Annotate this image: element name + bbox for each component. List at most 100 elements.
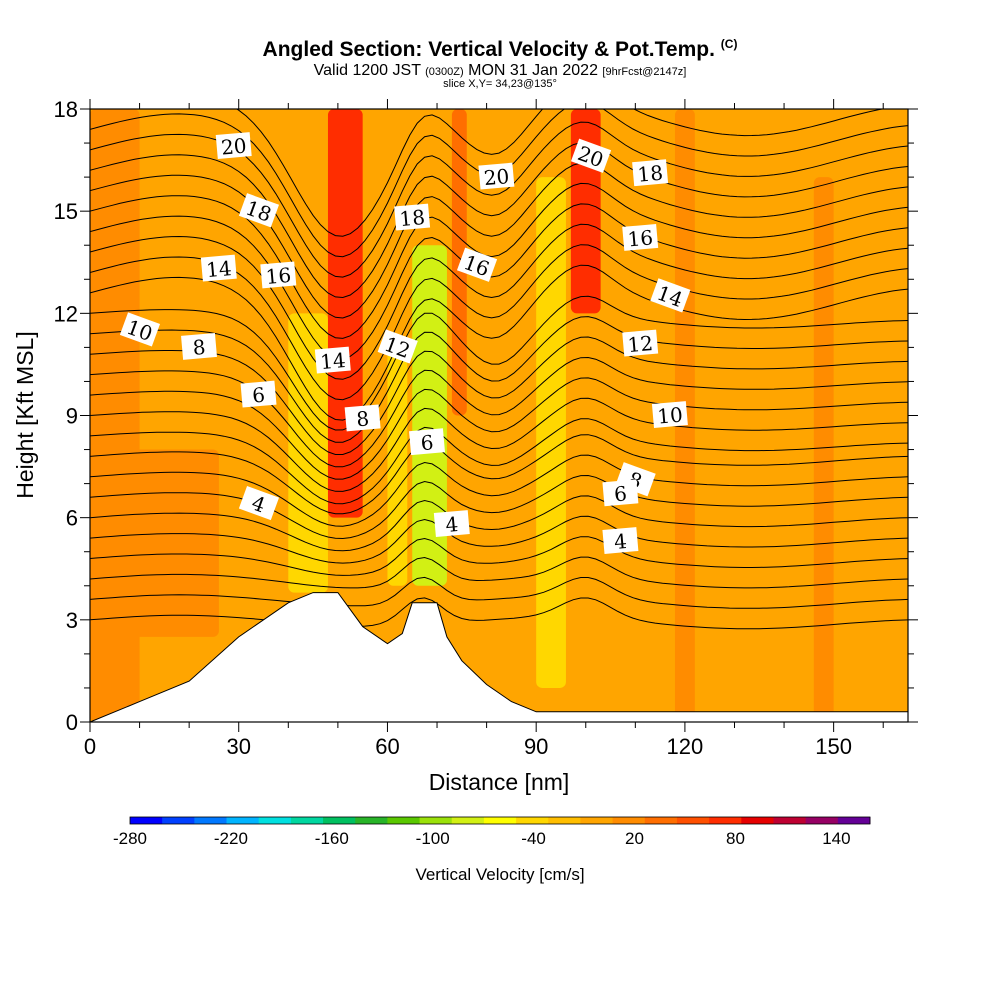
isentrope-line — [90, 316, 908, 443]
contour-label-text: 20 — [220, 133, 247, 159]
x-tick-label: 60 — [375, 734, 399, 759]
contour-label-box — [651, 401, 688, 428]
isentrope-line — [90, 454, 908, 527]
colorbar-tick-label: -220 — [214, 829, 248, 848]
isentrope-line — [90, 576, 908, 609]
terrain — [89, 592, 909, 723]
colorbar-swatch — [483, 817, 517, 824]
x-axis-ticks: 0 30 60 90 120 150 — [84, 99, 884, 759]
isentrope-line — [90, 203, 908, 360]
x-tick-label: 150 — [815, 734, 852, 759]
isentrope-line — [90, 377, 908, 480]
contour-label-box — [377, 329, 418, 364]
colorbar-tick-label: -40 — [521, 829, 546, 848]
contour-label-box — [570, 138, 612, 173]
isentrope-line — [90, 597, 908, 630]
velocity-cell — [813, 177, 834, 722]
colorbar-swatch — [548, 817, 581, 824]
contour-label-text: 8 — [192, 335, 207, 360]
contour-label: 14 — [200, 254, 237, 282]
contour-label: 16 — [622, 223, 659, 251]
colorbar-tick-label: 20 — [625, 829, 644, 848]
colorbar-swatch — [580, 817, 614, 824]
colorbar-swatch — [419, 817, 453, 824]
colorbar-swatch — [805, 817, 839, 824]
contour-label-text: 4 — [613, 529, 628, 554]
colorbar-tick-label: 80 — [726, 829, 745, 848]
colorbar-border — [129, 816, 871, 825]
contour-label-box — [240, 380, 277, 408]
colorbar-swatch — [741, 817, 774, 824]
velocity-cell — [570, 109, 601, 314]
velocity-cell — [288, 313, 328, 593]
colorbar-swatch — [258, 817, 292, 824]
colorbar-swatch — [837, 817, 871, 824]
contour-label-box — [456, 247, 498, 282]
x-tick-label: 90 — [524, 734, 548, 759]
isentrope-line — [90, 109, 885, 237]
contour-label-box — [314, 346, 351, 374]
contour-label-text: 12 — [627, 331, 654, 357]
isentrope-line — [90, 162, 908, 319]
isentrope-line — [90, 536, 908, 576]
isentrope-line — [90, 182, 908, 339]
isentrope-line — [90, 264, 908, 421]
contour-label-box — [238, 485, 280, 521]
y-axis-ticks: 0 3 6 9 12 15 18 — [54, 97, 918, 735]
terrain-profile — [89, 592, 909, 723]
contour-label: 6 — [409, 428, 445, 456]
colorbar-swatch — [290, 817, 324, 824]
contour-label: 18 — [632, 159, 669, 187]
colorbar-swatch — [194, 817, 228, 824]
colorbar-swatch — [162, 817, 195, 824]
contour-label: 4 — [602, 527, 639, 554]
contour-label: 8 — [344, 404, 381, 431]
contour-label-box — [433, 510, 470, 537]
y-tick-label: 3 — [66, 608, 78, 633]
colorbar-swatch — [451, 817, 485, 824]
contour-label-text: 6 — [251, 383, 266, 408]
isentrope-line — [90, 434, 908, 515]
contour-label-box — [650, 278, 691, 313]
contour-label: 6 — [240, 380, 277, 408]
isentrope-line — [90, 223, 908, 380]
contour-label-text: 16 — [627, 225, 654, 251]
isentrope-line — [90, 295, 908, 431]
velocity-cell — [536, 177, 566, 688]
contour-label: 4 — [433, 510, 470, 537]
y-axis-label: Height [Kft MSL] — [12, 331, 38, 498]
contour-label-box — [602, 479, 639, 507]
contour-label-box — [622, 223, 659, 251]
isentrope-line — [90, 397, 908, 492]
colorbar-tick-label: 140 — [822, 829, 850, 848]
contour-label: 10 — [651, 401, 688, 429]
y-tick-label: 0 — [66, 710, 78, 735]
contour-label-box — [478, 162, 515, 190]
contour-label-text: 4 — [445, 512, 460, 537]
isentrope-line — [90, 142, 908, 299]
contour-label-box — [409, 428, 445, 456]
contour-label-text: 6 — [420, 430, 435, 455]
contour-label-box — [622, 329, 659, 357]
contour-label-box — [215, 132, 252, 159]
colorbar-swatch — [676, 817, 710, 824]
colorbar-tick-labels: -280 -220 -160 -100 -40 20 80 140 — [113, 829, 851, 848]
plot-background — [90, 109, 908, 722]
isentrope-line — [90, 495, 908, 552]
colorbar-label: Vertical Velocity [cm/s] — [415, 865, 584, 884]
contour-label-box — [238, 193, 280, 228]
contour-label-text: 16 — [265, 263, 292, 289]
contour-label: 18 — [394, 203, 431, 231]
contour-label-box — [181, 332, 217, 360]
contour-label: 16 — [260, 261, 297, 289]
colorbar-tick-label: -100 — [416, 829, 450, 848]
colorbar-swatch — [130, 817, 163, 824]
y-tick-label: 9 — [66, 404, 78, 429]
colorbar-tick-label: -160 — [315, 829, 349, 848]
y-tick-label: 12 — [54, 301, 78, 326]
colorbar-swatch — [709, 817, 742, 824]
chart-slice-info: slice X,Y= 34,23@135° — [443, 78, 557, 90]
x-tick-label: 120 — [667, 734, 704, 759]
contour-label-text: 10 — [656, 402, 683, 428]
